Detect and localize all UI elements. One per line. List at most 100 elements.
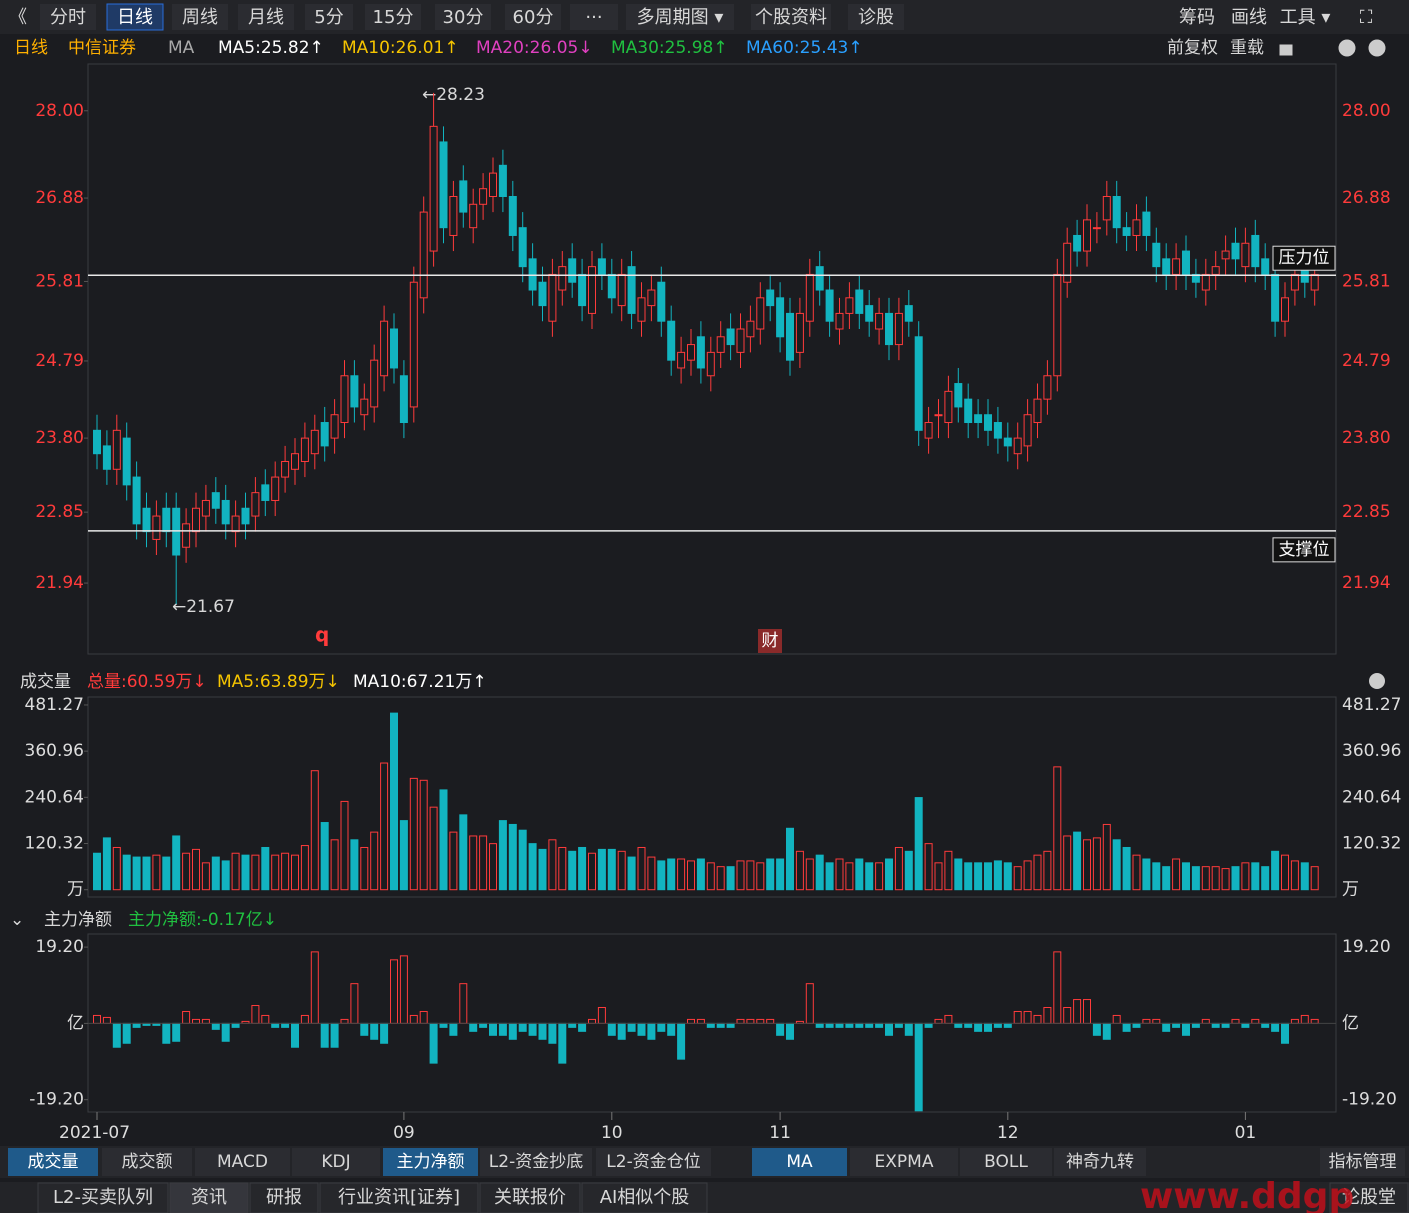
volume-bar bbox=[835, 858, 844, 891]
y-tick-label-right: 万 bbox=[1342, 880, 1359, 900]
volume-bar bbox=[1310, 866, 1319, 891]
candle-body bbox=[746, 320, 755, 338]
bottom-tab[interactable]: 行业资讯[证券] bbox=[338, 1187, 460, 1208]
volume-bar bbox=[944, 850, 953, 891]
candle-body bbox=[1261, 258, 1270, 275]
volume-bar bbox=[756, 862, 765, 891]
net-flow-bar bbox=[657, 1022, 666, 1032]
toolbar-tool[interactable]: 筹码 bbox=[1179, 7, 1215, 28]
net-flow-bar bbox=[875, 1022, 884, 1028]
y-tick-label: 21.94 bbox=[35, 573, 84, 593]
toolbar-button[interactable]: 5分 bbox=[314, 7, 343, 28]
volume-bar bbox=[657, 860, 666, 891]
level-label: 支撑位 bbox=[1279, 540, 1330, 560]
toolbar-button[interactable]: 日线 bbox=[117, 7, 153, 28]
marker-q[interactable]: q bbox=[315, 623, 329, 647]
candle-body bbox=[885, 312, 893, 346]
candle-body bbox=[1310, 273, 1319, 291]
candle-body bbox=[696, 336, 705, 369]
lock-icon[interactable] bbox=[1279, 44, 1293, 56]
indicator-tab[interactable]: 指标管理 bbox=[1329, 1152, 1397, 1172]
volume-bar bbox=[439, 789, 448, 891]
collapse-icon[interactable]: ⌄ bbox=[10, 910, 24, 930]
volume-ma5: MA5:63.89万↓ bbox=[217, 672, 340, 692]
net-flow-bar bbox=[706, 1022, 715, 1028]
candle-body bbox=[805, 273, 814, 322]
toolbar-button[interactable]: 月线 bbox=[248, 7, 284, 28]
toolbar-button[interactable]: 《 bbox=[9, 7, 27, 28]
candle-body bbox=[241, 507, 250, 525]
net-flow-bar bbox=[1211, 1022, 1220, 1028]
net-flow-bar bbox=[776, 1022, 785, 1036]
y-tick-label-right: 22.85 bbox=[1342, 502, 1391, 522]
toolbar-tool[interactable]: 工具 ▾ bbox=[1280, 7, 1331, 28]
indicator-tab[interactable]: 神奇九转 bbox=[1066, 1152, 1134, 1172]
net-flow-bar bbox=[330, 1022, 339, 1048]
net-flow-bar bbox=[1102, 1022, 1111, 1040]
indicator-tab[interactable]: L2-资金抄底 bbox=[489, 1152, 583, 1172]
zoom-out-icon[interactable] bbox=[1368, 39, 1386, 57]
net-flow-bar bbox=[716, 1022, 725, 1028]
indicator-tab[interactable]: 成交额 bbox=[122, 1152, 173, 1172]
toolbar-button[interactable]: 诊股 bbox=[858, 7, 894, 28]
toolbar-button[interactable]: 15分 bbox=[373, 7, 414, 28]
volume-ma10: MA10:67.21万↑ bbox=[353, 672, 487, 692]
candle-body bbox=[548, 273, 557, 322]
net-flow-bar bbox=[924, 1022, 933, 1028]
net-flow-bar bbox=[1092, 1022, 1101, 1036]
bottom-tab[interactable]: 资讯 bbox=[191, 1187, 227, 1208]
net-flow-bar bbox=[281, 1022, 290, 1028]
bottom-tab[interactable]: 论股堂 bbox=[1342, 1187, 1396, 1208]
period: 日线 bbox=[14, 38, 48, 58]
indicator-tab[interactable]: 成交量 bbox=[28, 1152, 79, 1172]
toolbar-button[interactable]: 个股资料 bbox=[755, 7, 827, 28]
volume-bar bbox=[1152, 862, 1161, 891]
toolbar-button[interactable]: ··· bbox=[585, 7, 602, 28]
net-flow-bar bbox=[548, 1022, 557, 1044]
toolbar-button[interactable]: 多周期图 ▾ bbox=[637, 7, 724, 28]
indicator-tab[interactable]: MA bbox=[786, 1152, 813, 1172]
volume-bar bbox=[746, 860, 755, 891]
reload[interactable]: 重载 bbox=[1230, 38, 1264, 58]
volume-total: 总量:60.59万↓ bbox=[87, 672, 207, 692]
toolbar-tool[interactable]: 画线 bbox=[1231, 7, 1267, 28]
adjust[interactable]: 前复权 bbox=[1167, 38, 1218, 58]
bottom-tab[interactable]: 研报 bbox=[266, 1187, 302, 1208]
y-tick-label-right: 25.81 bbox=[1342, 271, 1391, 291]
x-tick-label: 10 bbox=[601, 1123, 623, 1143]
toolbar-button[interactable]: 60分 bbox=[513, 7, 554, 28]
candle-body bbox=[152, 515, 161, 540]
volume-bar bbox=[776, 858, 785, 891]
bottom-tab[interactable]: 关联报价 bbox=[494, 1187, 566, 1208]
toolbar-tool[interactable]: ⛶ bbox=[1360, 7, 1373, 28]
marker-cai[interactable]: 财 bbox=[762, 631, 779, 651]
net-flow-bar bbox=[617, 1022, 626, 1040]
toolbar-button-bg bbox=[505, 4, 561, 30]
candle-body bbox=[786, 312, 794, 361]
toolbar-button[interactable]: 30分 bbox=[443, 7, 484, 28]
volume-bar bbox=[469, 835, 478, 891]
indicator-tab[interactable]: MACD bbox=[217, 1152, 268, 1172]
candle-body bbox=[469, 203, 478, 229]
candle-body bbox=[291, 453, 299, 470]
toolbar-button[interactable]: 周线 bbox=[182, 7, 218, 28]
indicator-tab[interactable]: KDJ bbox=[321, 1152, 350, 1172]
zoom-in-icon[interactable] bbox=[1338, 39, 1356, 57]
close-icon[interactable] bbox=[1369, 673, 1385, 689]
indicator-tab[interactable]: EXPMA bbox=[875, 1152, 934, 1172]
toolbar-button-bg bbox=[365, 4, 421, 30]
volume-bar bbox=[1132, 854, 1141, 891]
candle-body bbox=[221, 499, 230, 525]
candle-body bbox=[865, 305, 874, 322]
bottom-tab[interactable]: L2-买卖队列 bbox=[53, 1187, 153, 1208]
indicator-tab[interactable]: BOLL bbox=[984, 1152, 1028, 1172]
net-flow-bar bbox=[677, 1022, 686, 1060]
y-tick-label-right: 21.94 bbox=[1342, 573, 1391, 593]
net-flow-bar bbox=[320, 1022, 329, 1048]
bottom-tab[interactable]: AI相似个股 bbox=[600, 1187, 690, 1208]
toolbar-button-bg bbox=[305, 4, 353, 30]
net-summary: 主力净额:-0.17亿↓ bbox=[128, 910, 277, 930]
indicator-tab[interactable]: 主力净额 bbox=[397, 1152, 465, 1172]
toolbar-button[interactable]: 分时 bbox=[50, 7, 86, 28]
indicator-tab[interactable]: L2-资金仓位 bbox=[606, 1152, 700, 1172]
